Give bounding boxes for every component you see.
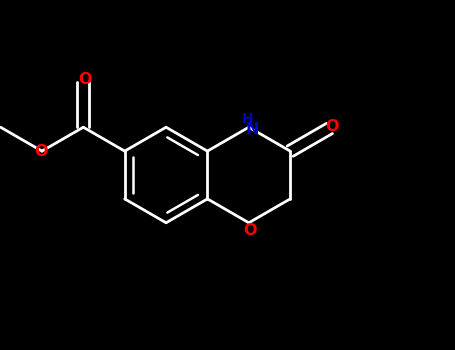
Text: H: H: [242, 112, 254, 126]
Text: O: O: [34, 144, 47, 159]
Text: O: O: [325, 119, 339, 134]
Text: O: O: [78, 72, 91, 86]
Text: N: N: [246, 122, 259, 138]
Text: O: O: [243, 223, 257, 238]
